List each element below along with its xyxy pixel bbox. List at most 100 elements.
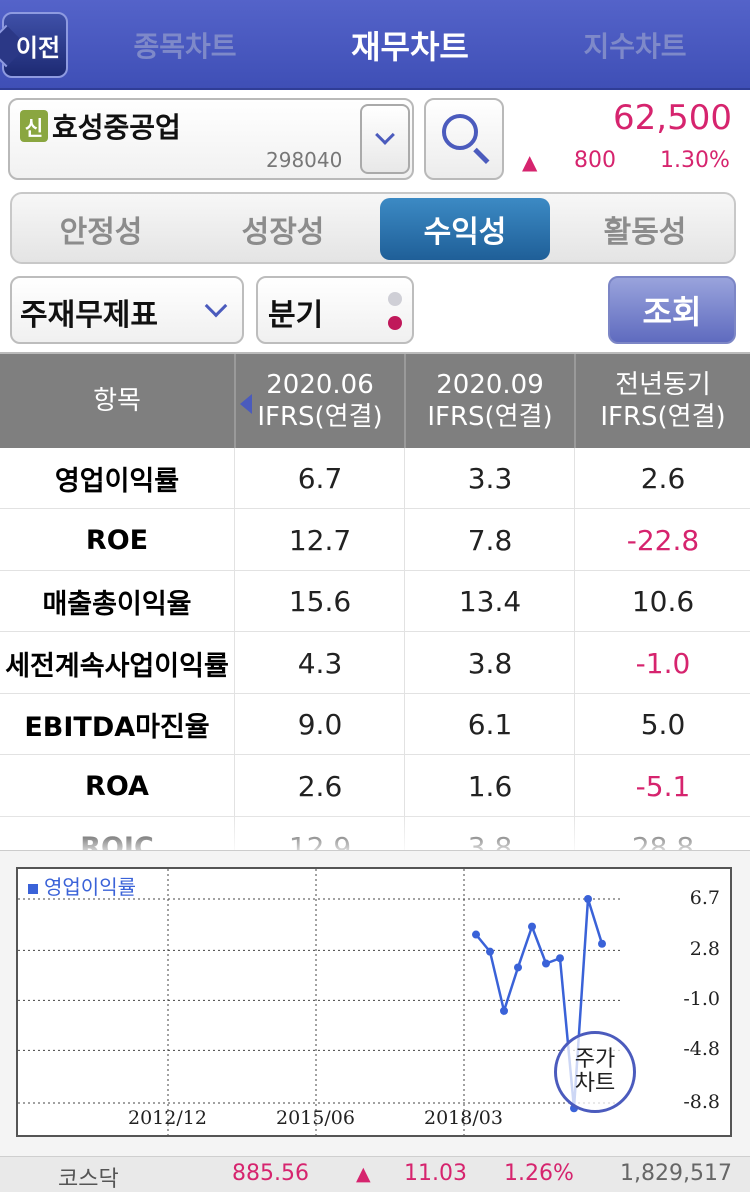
period-indicator-dot-1	[388, 292, 402, 306]
search-icon	[442, 114, 478, 150]
header-col-1-basis: IFRS(연결)	[257, 402, 383, 432]
ratio-chart[interactable]: 영업이익률 6.7 2.8 -1.0 -4.8 -8.8 2012/12 2015/06 2…	[16, 867, 732, 1137]
chart-plot	[18, 869, 622, 1135]
table-row[interactable]: 영업이익률 6.7 3.3 2.6	[0, 448, 750, 509]
row-label: ROA	[85, 770, 149, 802]
index-change: 11.03	[404, 1161, 467, 1186]
header-col-2-basis: IFRS(연결)	[427, 402, 553, 432]
new-listing-badge: 신	[20, 110, 48, 142]
cell-value: 6.1	[467, 708, 513, 741]
table-row[interactable]: 세전계속사업이익률 4.3 3.8 -1.0	[0, 633, 750, 694]
row-label: ROE	[85, 524, 149, 556]
header-divider	[234, 354, 236, 448]
row-label: EBITDA마진율	[24, 712, 210, 743]
cell-value: 5.0	[640, 708, 686, 741]
y-tick-label: -8.8	[683, 1091, 720, 1113]
data-point	[528, 922, 536, 931]
up-arrow-icon: ▲	[522, 150, 538, 174]
stock-code: 298040	[266, 148, 343, 172]
stock-name: 효성중공업	[52, 111, 181, 144]
row-label: 매출총이익율	[42, 589, 192, 620]
cell-value: 3.8	[467, 646, 513, 680]
tab-stock-chart[interactable]: 종목차트	[133, 30, 237, 63]
cell-value: 15.6	[288, 585, 352, 618]
tab-financial-chart[interactable]: 재무차트	[351, 28, 469, 66]
data-point	[598, 939, 606, 948]
y-tick-label: 2.8	[689, 938, 720, 961]
stock-chart-button-line2: 차트	[574, 1071, 616, 1096]
cell-value: 12.7	[288, 523, 352, 557]
data-point	[584, 895, 592, 903]
tab-growth[interactable]: 성장성	[241, 215, 325, 250]
index-change-percent: 1.26%	[504, 1161, 574, 1186]
y-tick-label: 6.7	[689, 887, 720, 909]
search-button[interactable]	[424, 98, 504, 180]
header-col-1-period: 2020.06	[266, 370, 374, 400]
cell-value: 7.8	[467, 523, 513, 557]
index-ticker-bar[interactable]: 코스닥 885.56 ▲ 11.03 1.26% 1,829,517	[0, 1156, 750, 1192]
cell-value: 13.4	[458, 585, 522, 618]
search-icon-handle	[473, 147, 490, 164]
row-label: 세전계속사업이익률	[5, 650, 229, 682]
cell-value: 2.6	[640, 462, 686, 495]
cell-value: 4.3	[297, 646, 343, 680]
cell-value: 10.6	[631, 585, 695, 618]
financial-ratio-table: 항목 2020.06 IFRS(연결) 2020.09 IFRS(연결) 전년동…	[0, 352, 750, 850]
table-row[interactable]: ROE 12.7 7.8 -22.8	[0, 510, 750, 571]
chevron-down-icon	[375, 125, 395, 145]
tab-index-chart[interactable]: 지수차트	[583, 30, 687, 63]
stock-chart-button[interactable]: 주가 차트	[554, 1031, 636, 1113]
data-point	[514, 963, 522, 972]
header-col-3: 전년동기 IFRS(연결)	[576, 354, 750, 448]
back-button-label: 이전	[15, 33, 61, 62]
data-point	[486, 947, 494, 956]
header-col-2: 2020.09 IFRS(연결)	[406, 354, 574, 448]
current-price: 62,500	[613, 98, 732, 138]
period-select[interactable]: 분기	[256, 276, 414, 344]
legend-swatch	[28, 883, 38, 894]
scroll-fade	[0, 814, 750, 850]
back-button[interactable]: 이전	[2, 12, 68, 78]
tab-stability[interactable]: 안정성	[59, 215, 143, 250]
scroll-left-icon[interactable]	[240, 394, 252, 414]
price-change-row: ▲ 800 1.30%	[522, 148, 734, 178]
stock-chart-button-line1: 주가	[574, 1047, 616, 1072]
column-divider	[234, 448, 235, 850]
cell-value: 3.3	[467, 462, 513, 495]
header-col-3-basis: IFRS(연결)	[600, 402, 726, 432]
cell-value: -1.0	[635, 646, 691, 680]
index-value: 885.56	[232, 1161, 309, 1186]
table-header: 항목 2020.06 IFRS(연결) 2020.09 IFRS(연결) 전년동…	[0, 354, 750, 448]
tab-activity[interactable]: 활동성	[603, 215, 687, 250]
header-divider	[574, 354, 576, 448]
y-tick-label: -1.0	[683, 988, 720, 1011]
y-tick-label: -4.8	[683, 1038, 720, 1061]
stock-selector[interactable]: 신 효성중공업 298040	[8, 98, 414, 180]
header-divider	[404, 354, 406, 448]
table-row[interactable]: 매출총이익율 15.6 13.4 10.6	[0, 571, 750, 632]
data-point	[500, 1006, 508, 1015]
table-row[interactable]: ROA 2.6 1.6 -5.1	[0, 756, 750, 817]
row-label: 영업이익률	[54, 466, 180, 497]
table-row[interactable]: EBITDA마진율 9.0 6.1 5.0	[0, 694, 750, 755]
series-line	[475, 898, 604, 1109]
price-change-percent: 1.30%	[660, 148, 730, 173]
header-col-2-period: 2020.09	[436, 370, 544, 400]
query-button[interactable]: 조회	[608, 276, 736, 344]
top-navigation-bar: 이전 종목차트 재무차트 지수차트	[0, 0, 750, 90]
tab-profitability[interactable]: 수익성	[380, 198, 550, 260]
index-name: 코스닥	[58, 1167, 119, 1192]
data-point	[556, 954, 564, 963]
cell-value: 1.6	[467, 769, 513, 803]
data-point	[472, 930, 480, 939]
up-arrow-icon: ▲	[356, 1163, 371, 1185]
statement-type-value: 주재무제표	[20, 298, 158, 333]
chart-legend: 영업이익률	[28, 871, 136, 900]
stock-dropdown-button[interactable]	[360, 104, 410, 174]
period-value: 분기	[268, 298, 324, 333]
header-col-3-period: 전년동기	[615, 370, 711, 400]
chevron-down-icon	[204, 294, 228, 318]
header-col-1: 2020.06 IFRS(연결)	[236, 354, 404, 448]
statement-type-select[interactable]: 주재무제표	[10, 276, 244, 344]
